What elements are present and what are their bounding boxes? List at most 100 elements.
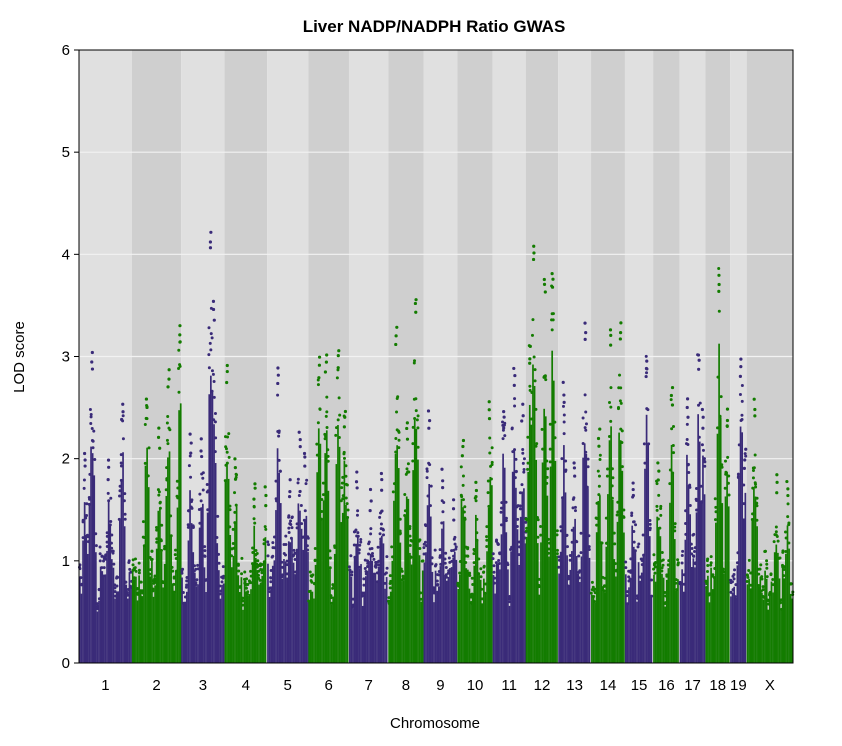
lod-point bbox=[595, 523, 599, 527]
lod-point bbox=[591, 585, 595, 589]
lod-column bbox=[179, 403, 182, 663]
lod-point bbox=[740, 413, 744, 417]
lod-column bbox=[415, 428, 418, 663]
lod-column bbox=[417, 459, 419, 663]
lod-point bbox=[757, 583, 761, 587]
lod-point bbox=[459, 465, 463, 469]
lod-point bbox=[413, 417, 417, 421]
lod-point bbox=[189, 451, 193, 455]
lod-column bbox=[602, 590, 604, 663]
lod-point bbox=[257, 569, 261, 573]
lod-point bbox=[784, 549, 788, 553]
lod-point bbox=[343, 415, 347, 419]
lod-point bbox=[137, 568, 141, 572]
lod-point bbox=[241, 603, 245, 607]
lod-column bbox=[330, 604, 333, 663]
y-tick-label: 1 bbox=[62, 553, 70, 570]
lod-point bbox=[394, 342, 398, 347]
lod-point bbox=[661, 563, 665, 567]
lod-column bbox=[82, 540, 84, 663]
lod-point bbox=[323, 437, 327, 441]
lod-point bbox=[423, 540, 427, 544]
lod-point bbox=[657, 493, 661, 497]
lod-point bbox=[303, 464, 307, 468]
lod-point bbox=[747, 558, 751, 562]
lod-point bbox=[260, 571, 264, 575]
lod-point bbox=[325, 353, 329, 357]
lod-point bbox=[786, 493, 790, 498]
lod-point bbox=[765, 575, 769, 579]
lod-point bbox=[125, 593, 129, 597]
lod-point bbox=[241, 596, 245, 600]
lod-column bbox=[122, 452, 124, 663]
lod-point bbox=[203, 549, 207, 553]
lod-point bbox=[209, 230, 213, 234]
lod-column bbox=[80, 593, 83, 663]
lod-column bbox=[321, 519, 323, 663]
lod-column bbox=[360, 564, 362, 663]
lod-column bbox=[773, 552, 776, 663]
lod-column bbox=[667, 568, 670, 663]
lod-point bbox=[694, 486, 698, 490]
lod-point bbox=[447, 556, 451, 560]
lod-point bbox=[659, 504, 663, 508]
lod-point bbox=[296, 477, 300, 481]
lod-column bbox=[442, 521, 445, 663]
lod-column bbox=[483, 578, 485, 663]
lod-column bbox=[324, 453, 327, 663]
lod-point bbox=[355, 486, 359, 490]
lod-point bbox=[742, 483, 746, 487]
lod-point bbox=[368, 509, 372, 513]
lod-point bbox=[572, 461, 576, 465]
lod-point bbox=[531, 257, 536, 262]
lod-point bbox=[234, 503, 238, 507]
lod-point bbox=[686, 415, 690, 419]
lod-column bbox=[284, 561, 287, 663]
lod-point bbox=[487, 400, 491, 404]
lod-point bbox=[751, 476, 755, 480]
lod-point bbox=[380, 509, 384, 513]
lod-point bbox=[285, 572, 289, 576]
lod-point bbox=[618, 399, 622, 403]
lod-column bbox=[700, 502, 703, 663]
lod-column bbox=[201, 503, 204, 663]
lod-column bbox=[721, 503, 724, 663]
lod-column bbox=[133, 579, 136, 663]
lod-point bbox=[528, 361, 532, 365]
lod-column bbox=[243, 583, 246, 663]
lod-point bbox=[752, 397, 756, 401]
lod-column bbox=[491, 485, 493, 663]
lod-point bbox=[245, 577, 249, 581]
lod-point bbox=[321, 493, 325, 497]
lod-points bbox=[77, 230, 795, 663]
chromosome-points-19 bbox=[729, 357, 748, 663]
lod-point bbox=[485, 538, 489, 542]
lod-point bbox=[154, 526, 158, 530]
lod-point bbox=[157, 493, 161, 497]
lod-point bbox=[340, 481, 344, 485]
lod-column bbox=[502, 453, 504, 663]
lod-column bbox=[478, 573, 480, 663]
x-tick-label-17: 17 bbox=[684, 677, 701, 694]
lod-point bbox=[90, 350, 94, 355]
x-tick-label-6: 6 bbox=[324, 677, 332, 694]
lod-point bbox=[487, 408, 491, 412]
lod-point bbox=[507, 600, 511, 604]
lod-point bbox=[443, 561, 447, 565]
chromosome-points-12 bbox=[524, 244, 559, 663]
lod-column bbox=[167, 457, 169, 663]
lod-point bbox=[220, 580, 224, 584]
lod-point bbox=[583, 393, 587, 397]
lod-column bbox=[123, 526, 126, 663]
lod-point bbox=[246, 582, 250, 586]
lod-column bbox=[644, 468, 646, 663]
lod-column bbox=[684, 539, 687, 663]
lod-column bbox=[235, 505, 238, 663]
lod-column bbox=[734, 597, 737, 663]
lod-point bbox=[189, 441, 193, 445]
lod-point bbox=[397, 438, 401, 442]
chromosome-points-8 bbox=[387, 298, 425, 663]
lod-point bbox=[488, 451, 492, 455]
lod-column bbox=[757, 586, 760, 663]
lod-point bbox=[598, 453, 602, 457]
